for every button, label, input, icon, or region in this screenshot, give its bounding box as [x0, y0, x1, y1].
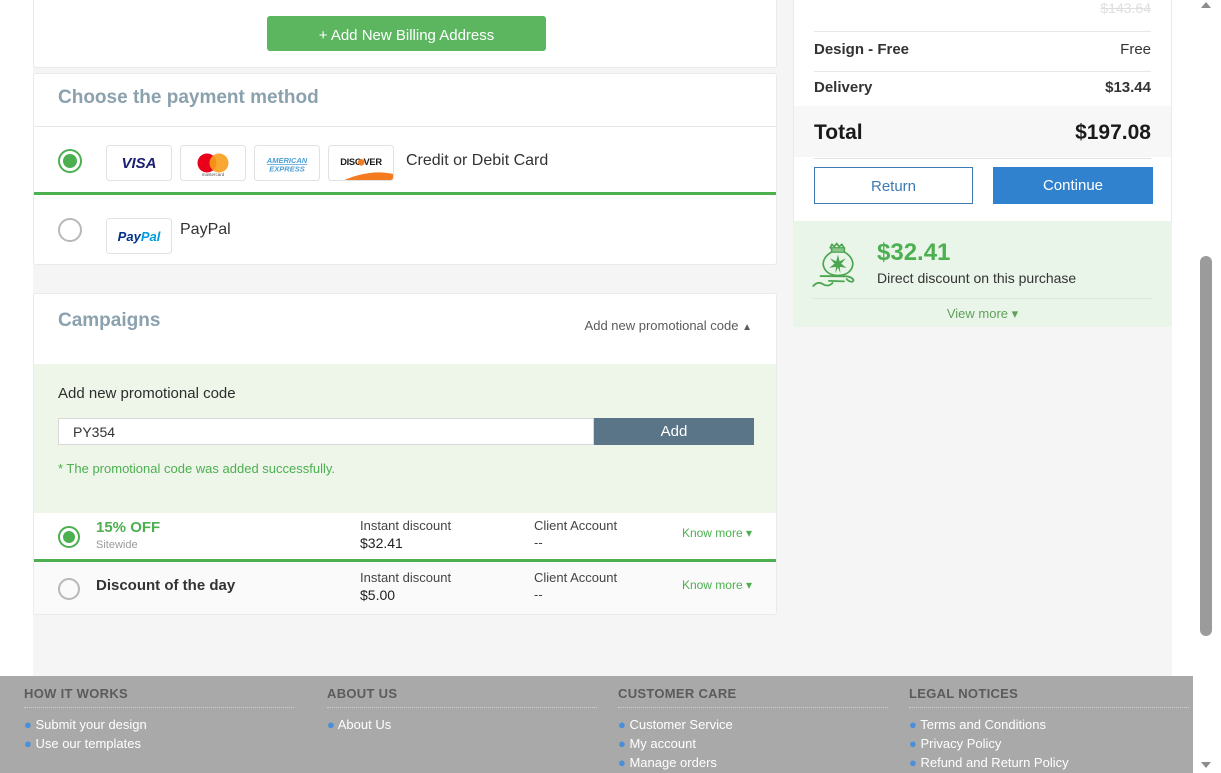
svg-text:mastercard: mastercard [202, 172, 225, 177]
svg-text:PayPal: PayPal [118, 229, 161, 244]
svg-text:VISA: VISA [121, 155, 156, 172]
svg-text:EXPRESS: EXPRESS [269, 165, 304, 174]
